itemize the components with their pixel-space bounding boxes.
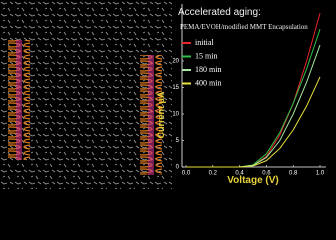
legend-label: 15 min (195, 51, 217, 60)
x-tick-label: 0.6 (262, 171, 271, 177)
x-tick-label: 0.8 (289, 171, 298, 177)
x-tick-label: 1.0 (316, 171, 325, 177)
x-tick-label: 0.4 (235, 171, 244, 177)
y-tick-label: 15 (172, 85, 179, 91)
x-tick-label: 0.0 (182, 171, 191, 177)
y-axis-label: Current μA (156, 91, 166, 139)
legend-label: 400 min (195, 78, 221, 87)
helix-core (148, 55, 154, 175)
legend-label: 180 min (195, 65, 221, 74)
chart-subtitle: PEMA/EVOH/modified MMT Encapsulation (180, 23, 308, 31)
y-tick-label: 5 (176, 138, 180, 144)
x-axis-label: Voltage (V) (227, 175, 278, 186)
y-tick-label: 0 (176, 165, 180, 171)
y-tick-label: 10 (172, 112, 179, 118)
helix-core (16, 40, 22, 160)
line-series (186, 76, 321, 168)
y-tick-label: 20 (172, 59, 179, 65)
x-tick-label: 0.2 (209, 171, 218, 177)
chart-title: Accelerated aging: (178, 7, 261, 18)
legend-label: initial (195, 38, 214, 47)
graphic: Accelerated aging: PEMA/EVOH/modified MM… (0, 0, 326, 189)
